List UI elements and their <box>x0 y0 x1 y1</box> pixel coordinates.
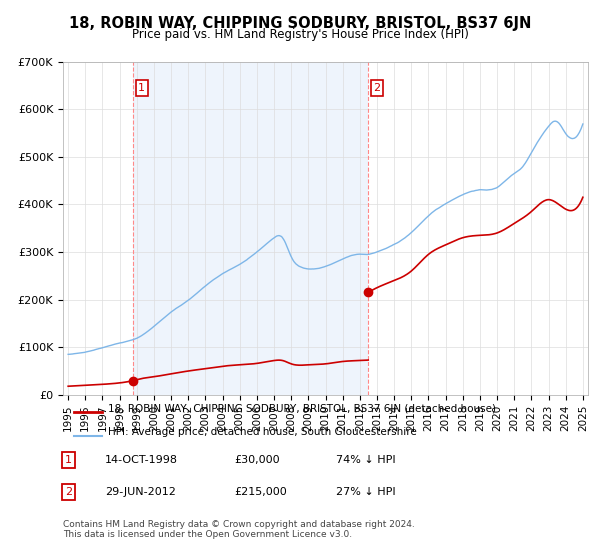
Text: HPI: Average price, detached house, South Gloucestershire: HPI: Average price, detached house, Sout… <box>107 427 416 437</box>
Text: 14-OCT-1998: 14-OCT-1998 <box>105 455 178 465</box>
Text: 18, ROBIN WAY, CHIPPING SODBURY, BRISTOL, BS37 6JN (detached house): 18, ROBIN WAY, CHIPPING SODBURY, BRISTOL… <box>107 404 496 414</box>
Text: 2: 2 <box>373 83 380 93</box>
Text: 29-JUN-2012: 29-JUN-2012 <box>105 487 176 497</box>
Bar <box>133 62 368 395</box>
Text: 18, ROBIN WAY, CHIPPING SODBURY, BRISTOL, BS37 6JN: 18, ROBIN WAY, CHIPPING SODBURY, BRISTOL… <box>69 16 531 31</box>
Text: Price paid vs. HM Land Registry's House Price Index (HPI): Price paid vs. HM Land Registry's House … <box>131 28 469 41</box>
Text: 27% ↓ HPI: 27% ↓ HPI <box>336 487 395 497</box>
Text: 74% ↓ HPI: 74% ↓ HPI <box>336 455 395 465</box>
Text: £30,000: £30,000 <box>234 455 280 465</box>
Text: 1: 1 <box>139 83 145 93</box>
Text: 2: 2 <box>65 487 72 497</box>
Text: £215,000: £215,000 <box>234 487 287 497</box>
Text: Contains HM Land Registry data © Crown copyright and database right 2024.
This d: Contains HM Land Registry data © Crown c… <box>63 520 415 539</box>
Text: 1: 1 <box>65 455 72 465</box>
